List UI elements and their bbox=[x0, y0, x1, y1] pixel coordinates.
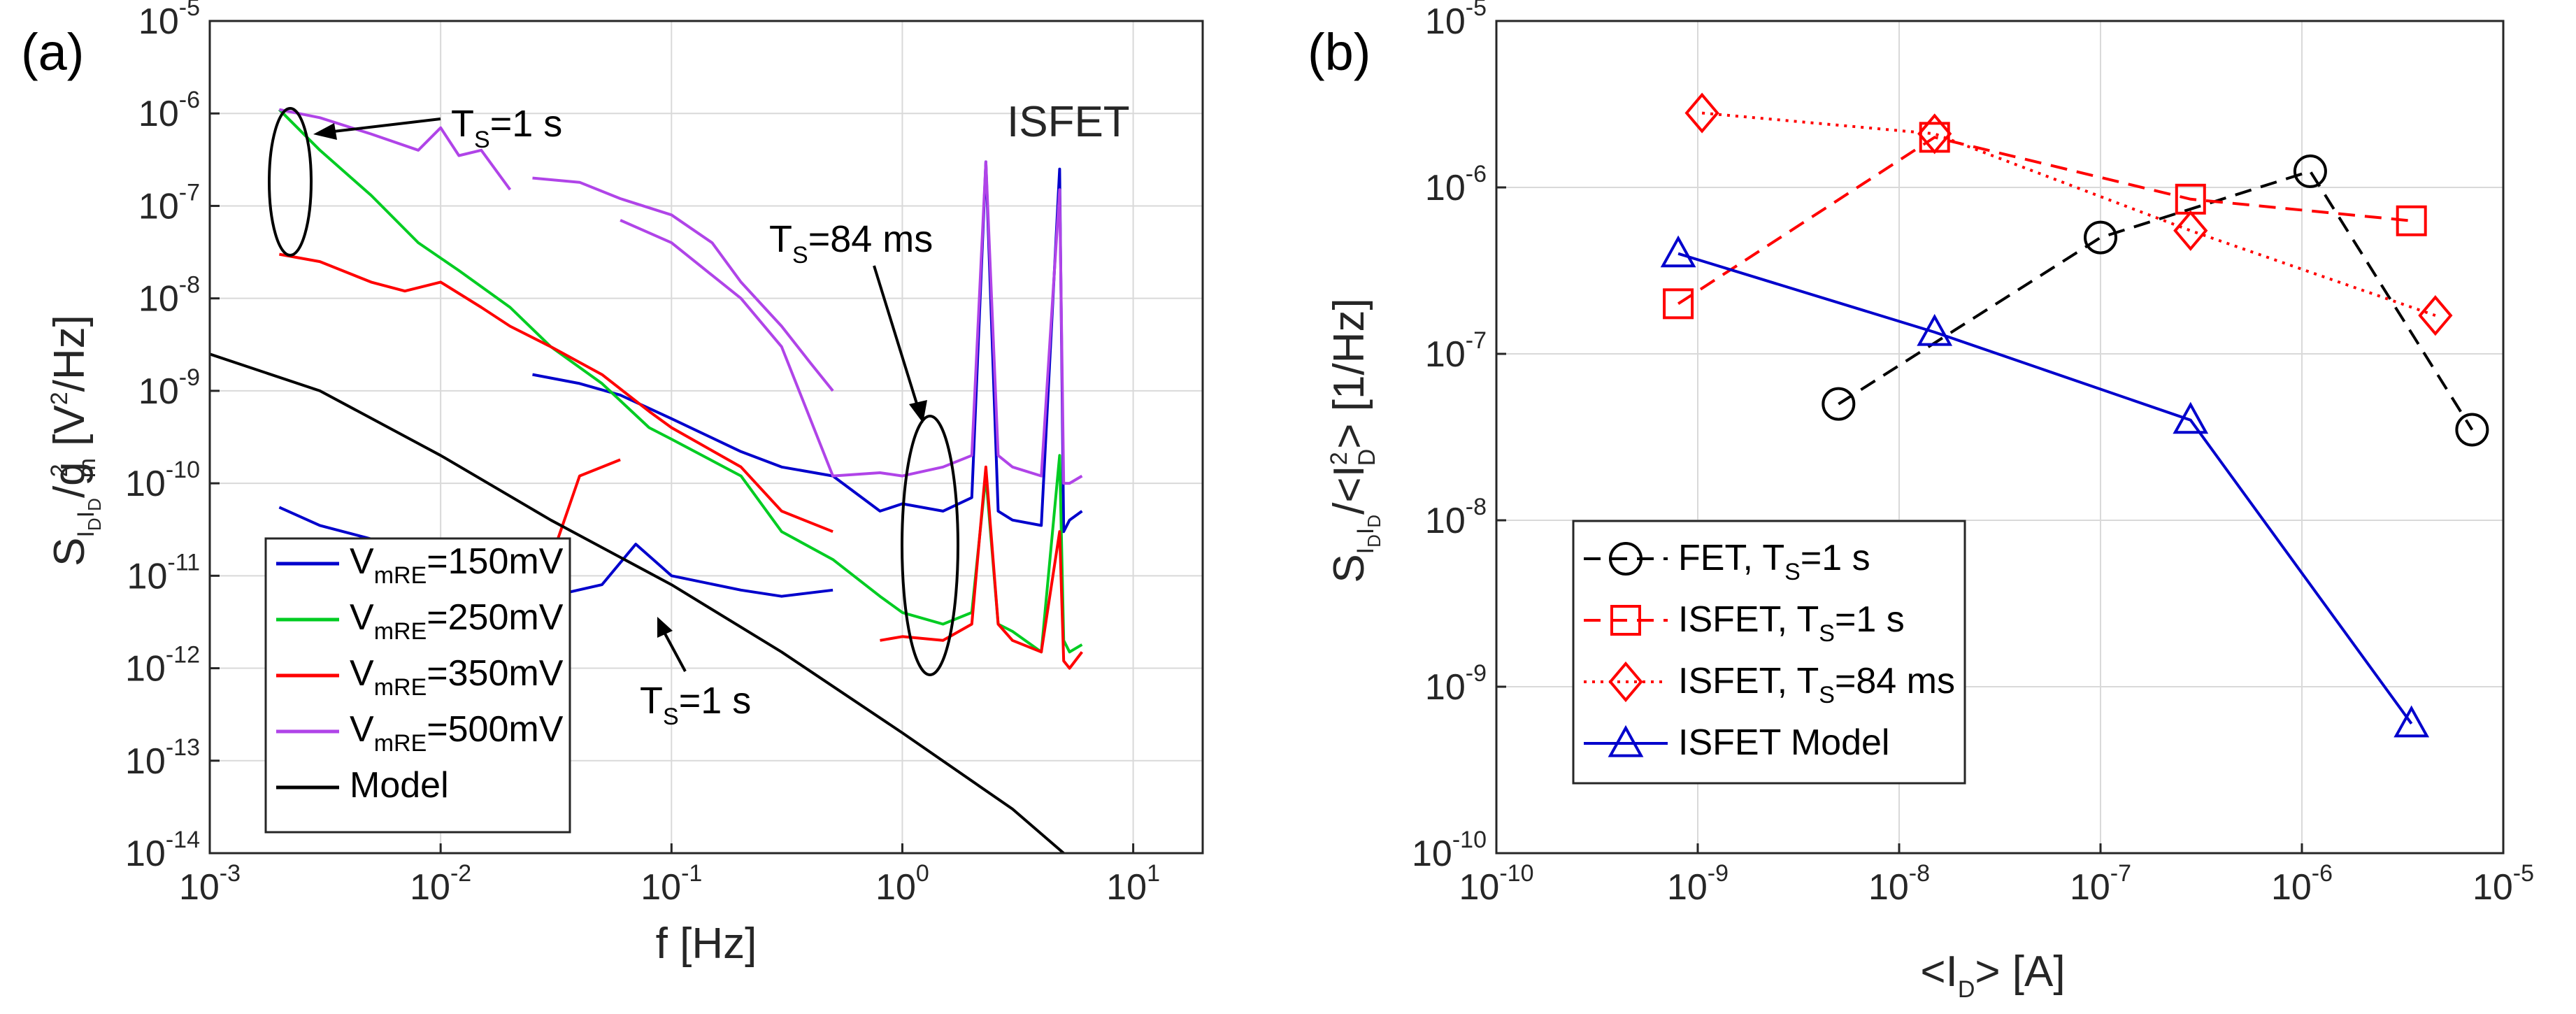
legend-label: VmRE=250mV bbox=[350, 597, 564, 645]
panel-b-ticks: 10-10 10-9 10-8 10-7 10-6 10-5 10-10 10-9 10-8 10… bbox=[1412, 0, 2534, 908]
series-line-3 bbox=[620, 160, 1083, 485]
legend-label: Model bbox=[350, 765, 449, 806]
panel-a-label: (a) bbox=[21, 23, 84, 81]
annotation-ellipse-low-freq bbox=[268, 107, 313, 257]
annotation-ts-1s-bottom: TS=1 s bbox=[640, 680, 751, 730]
y-tick-label: 10-5 bbox=[138, 0, 200, 42]
series-line-4 bbox=[209, 352, 1065, 855]
x-tick-label: 10-7 bbox=[2070, 860, 2131, 908]
x-tick-label: 10-3 bbox=[179, 860, 241, 908]
panel-a-ticks: 10-3 10-2 10-1 100 101 10-14 10-13 10-12 10-11 10… bbox=[125, 0, 1160, 908]
x-tick-label: 10-9 bbox=[1667, 860, 1729, 908]
series-line-1 bbox=[1677, 136, 2412, 306]
panel-a-ylabel: SIDID/g2m [V2/Hz] bbox=[45, 315, 105, 566]
data-marker-triangle bbox=[2393, 705, 2430, 738]
series-line-0 bbox=[1838, 169, 2474, 431]
y-tick-label: 10-14 bbox=[125, 827, 200, 874]
panel-b-series bbox=[1660, 92, 2489, 738]
panel-a-isfet-label: ISFET bbox=[1007, 98, 1130, 146]
legend-label: ISFET, TS=84 ms bbox=[1678, 661, 1955, 708]
x-tick-label: 10-2 bbox=[410, 860, 471, 908]
legend-label: ISFET Model bbox=[1678, 722, 1889, 763]
data-marker-diamond bbox=[1917, 113, 1952, 155]
data-marker-diamond bbox=[2418, 295, 2453, 336]
x-tick-label: 10-6 bbox=[2271, 860, 2333, 908]
legend-marker bbox=[1609, 542, 1643, 576]
y-tick-label: 10-6 bbox=[1425, 161, 1487, 208]
data-marker-triangle bbox=[1660, 235, 1696, 268]
panel-a: (a) 10-3 10-2 10-1 100 10110-1410-1310-1210-… bbox=[21, 0, 1204, 968]
arrowhead-ts84ms bbox=[909, 400, 927, 423]
series-line-2 bbox=[1701, 111, 2436, 317]
y-tick-label: 10-8 bbox=[1425, 494, 1487, 541]
series-line-3 bbox=[1677, 252, 2413, 724]
legend-label: ISFET, TS=1 s bbox=[1678, 599, 1905, 647]
x-tick-label: 101 bbox=[1106, 860, 1160, 908]
annotation-ellipse-84ms bbox=[901, 415, 959, 676]
data-marker-circle bbox=[2293, 154, 2327, 188]
legend-label: VmRE=350mV bbox=[350, 653, 564, 701]
series-line-0 bbox=[532, 160, 1083, 534]
y-tick-label: 10-7 bbox=[138, 179, 200, 227]
series-line-3 bbox=[279, 108, 512, 191]
y-tick-label: 10-6 bbox=[138, 87, 200, 134]
panel-b: (b) 10-10 10-9 10-8 10-7 10-6 10-510-1010-910… bbox=[1308, 0, 2534, 1003]
y-tick-label: 10-10 bbox=[125, 457, 200, 504]
y-tick-label: 10-11 bbox=[127, 549, 200, 597]
panel-b-label: (b) bbox=[1308, 23, 1371, 81]
x-tick-label: 10-5 bbox=[2473, 860, 2534, 908]
y-tick-label: 10-9 bbox=[138, 364, 200, 412]
legend-marker bbox=[1608, 724, 1644, 757]
panel-b-axes-box bbox=[1495, 20, 2505, 855]
data-marker-diamond bbox=[2173, 210, 2208, 251]
x-tick-label: 10-10 bbox=[1459, 860, 1534, 908]
x-tick-label: 100 bbox=[875, 860, 929, 908]
legend-marker bbox=[1608, 661, 1643, 703]
panel-a-legend-box bbox=[264, 537, 571, 834]
data-marker-square bbox=[1663, 288, 1694, 320]
series-line-2 bbox=[880, 465, 1083, 670]
legend-marker bbox=[1610, 605, 1641, 636]
panel-a-xlabel: f [Hz] bbox=[656, 920, 757, 968]
y-tick-label: 10-12 bbox=[125, 642, 200, 690]
legend-label: VmRE=150mV bbox=[350, 541, 564, 589]
panel-b-ylabel: SIDID/<I2D> [1/Hz] bbox=[1325, 298, 1384, 583]
annotation-ts-1s-top: TS=1 s bbox=[451, 103, 562, 153]
series-line-2 bbox=[279, 252, 833, 534]
data-marker-circle bbox=[2455, 413, 2489, 447]
arrow-line-ts1s-top bbox=[321, 117, 441, 134]
y-tick-label: 10-13 bbox=[125, 734, 200, 782]
legend-label: FET, TS=1 s bbox=[1678, 538, 1870, 585]
y-tick-label: 10-7 bbox=[1425, 327, 1487, 375]
data-marker-triangle bbox=[2173, 401, 2209, 434]
legend-label: VmRE=500mV bbox=[350, 709, 564, 757]
arrowhead-ts1s-top bbox=[313, 123, 337, 140]
data-marker-diamond bbox=[1684, 92, 1719, 134]
data-marker-triangle bbox=[1917, 313, 1953, 346]
arrow-line-ts84ms bbox=[873, 265, 921, 413]
panel-a-legend: VmRE=150mV VmRE=250mV VmRE=350mV VmRE=500mV… bbox=[264, 537, 571, 834]
x-tick-label: 10-1 bbox=[641, 860, 702, 908]
annotation-ts-84ms: TS=84 ms bbox=[769, 218, 933, 269]
series-line-3 bbox=[532, 176, 834, 392]
data-marker-circle bbox=[2084, 220, 2117, 255]
panel-b-xlabel: <ID> [A] bbox=[1920, 948, 2065, 1003]
y-tick-label: 10-5 bbox=[1425, 0, 1487, 42]
x-tick-label: 10-8 bbox=[1868, 860, 1930, 908]
panel-a-axes-box bbox=[208, 20, 1204, 855]
panel-b-legend: FET, TS=1 s ISFET, TS=1 s ISFET, TS=84 ms I… bbox=[1572, 520, 1966, 785]
data-marker-square bbox=[2396, 205, 2427, 236]
y-tick-label: 10-8 bbox=[138, 272, 200, 320]
arrowhead-ts1s-bottom bbox=[657, 617, 673, 638]
y-tick-label: 10-9 bbox=[1425, 660, 1487, 708]
data-marker-circle bbox=[1822, 387, 1856, 421]
y-tick-label: 10-10 bbox=[1412, 827, 1487, 874]
